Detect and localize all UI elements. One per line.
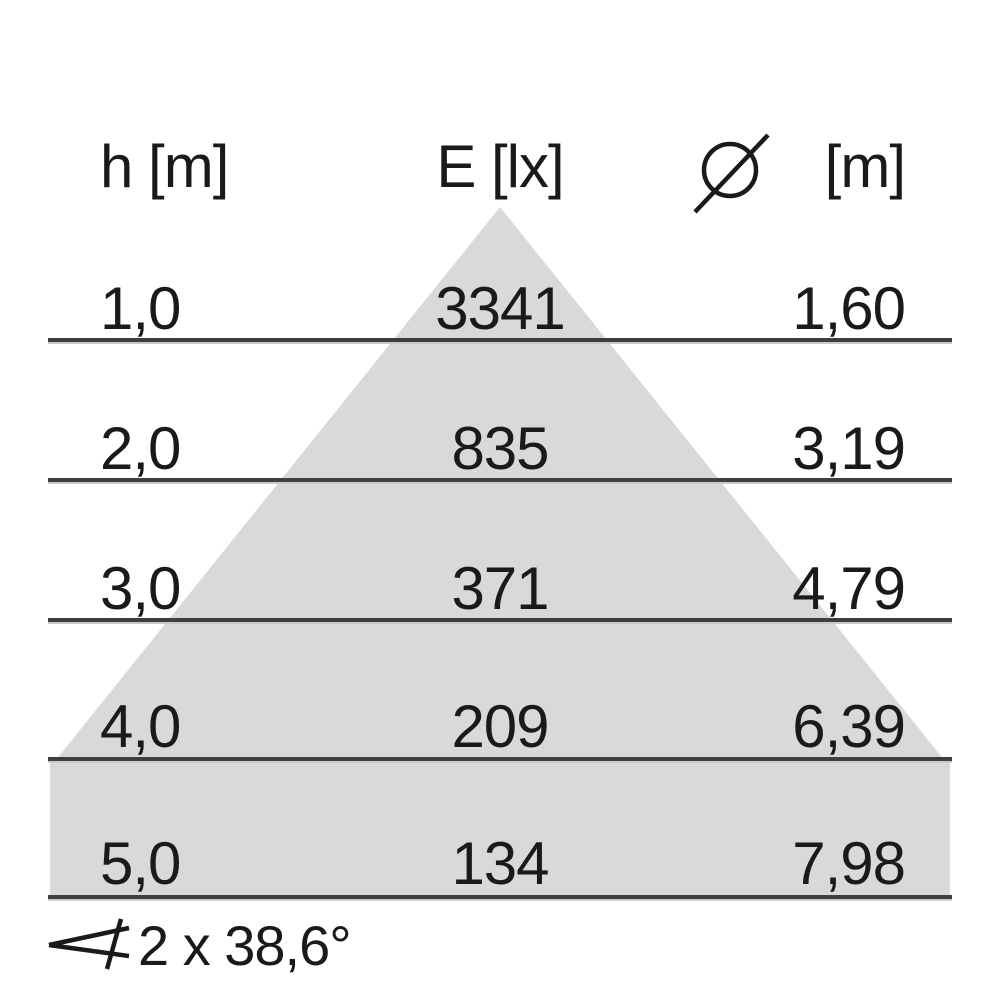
illuminance-value: 209 — [451, 693, 549, 760]
row-divider — [48, 895, 952, 901]
diameter-icon — [693, 133, 770, 214]
illuminance-value: 3341 — [435, 275, 565, 342]
table-row: 4,0 209 6,39 — [0, 691, 1000, 763]
row-divider — [48, 478, 952, 484]
beam-angle-icon — [48, 918, 130, 970]
table-row: 2,0 835 3,19 — [0, 413, 1000, 485]
table-row: 5,0 134 7,98 — [0, 828, 1000, 900]
diameter-value: 3,19 — [792, 415, 906, 482]
height-value: 5,0 — [100, 830, 181, 897]
table-row: 3,0 371 4,79 — [0, 553, 1000, 625]
row-divider — [48, 338, 952, 344]
height-value: 3,0 — [100, 555, 181, 622]
diameter-value: 4,79 — [792, 555, 906, 622]
illuminance-value: 134 — [451, 830, 549, 897]
row-divider — [48, 757, 952, 763]
row-divider — [48, 618, 952, 624]
diameter-value: 6,39 — [792, 693, 906, 760]
beam-angle-label: 2 x 38,6° — [138, 914, 352, 977]
height-value: 2,0 — [100, 415, 181, 482]
diameter-value: 1,60 — [792, 275, 906, 342]
diameter-value: 7,98 — [792, 830, 906, 897]
illuminance-value: 371 — [451, 555, 549, 622]
header-diameter-unit: [m] — [824, 133, 906, 200]
header-illuminance: E [lx] — [436, 133, 564, 200]
illuminance-value: 835 — [451, 415, 549, 482]
height-value: 4,0 — [100, 693, 181, 760]
header-height: h [m] — [100, 133, 229, 200]
table-header-row: h [m] E [lx] [m] — [0, 131, 1000, 203]
table-row: 1,0 3341 1,60 — [0, 273, 1000, 345]
cone-base-band — [50, 761, 950, 897]
height-value: 1,0 — [100, 275, 181, 342]
